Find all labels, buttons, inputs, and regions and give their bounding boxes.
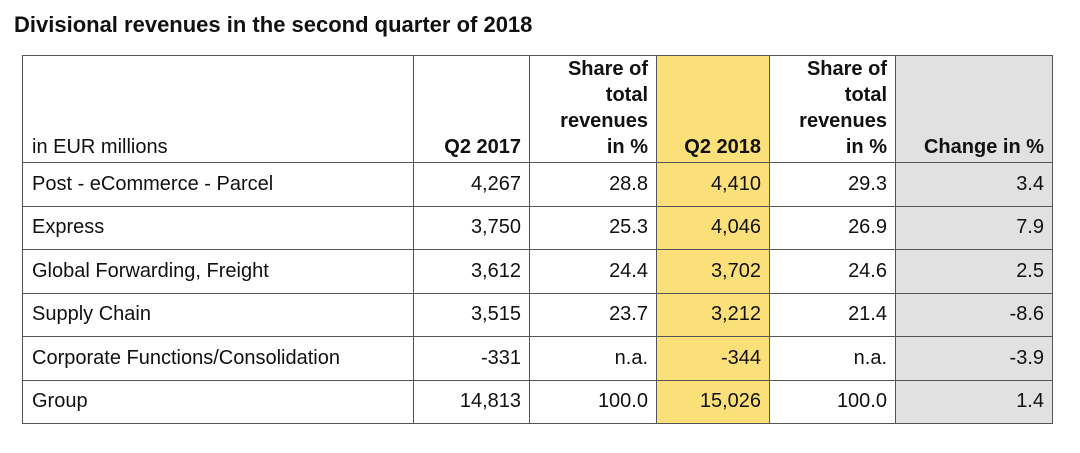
cell-share-2017: 23.7	[529, 292, 657, 337]
cell-share-2018: 21.4	[769, 292, 896, 337]
header-unit: in EUR millions	[22, 55, 414, 163]
cell-share-2018: 24.6	[769, 249, 896, 294]
cell-division-label: Global Forwarding, Freight	[22, 249, 414, 294]
cell-q2-2018: -344	[656, 336, 770, 381]
header-share-2017: Share of total revenues in %	[529, 55, 657, 163]
cell-q2-2017: 14,813	[413, 379, 530, 424]
cell-change: -3.9	[895, 336, 1053, 381]
cell-change: -8.6	[895, 292, 1053, 337]
cell-share-2017: 28.8	[529, 162, 657, 207]
cell-change: 7.9	[895, 205, 1053, 250]
table-title: Divisional revenues in the second quarte…	[14, 12, 533, 37]
cell-q2-2017: -331	[413, 336, 530, 381]
cell-division-label: Supply Chain	[22, 292, 414, 337]
table-row: Post - eCommerce - Parcel 4,267 28.8 4,410 2…	[22, 162, 1053, 207]
cell-division-label: Group	[22, 379, 414, 424]
divisional-revenues-table: in EUR millions Q2 2017 Share of total r…	[22, 55, 1053, 424]
cell-share-2017: n.a.	[529, 336, 657, 381]
cell-change: 2.5	[895, 249, 1053, 294]
cell-q2-2017: 3,612	[413, 249, 530, 294]
cell-q2-2018: 15,026	[656, 379, 770, 424]
cell-q2-2017: 3,750	[413, 205, 530, 250]
cell-share-2018: 100.0	[769, 379, 896, 424]
header-q2-2017: Q2 2017	[413, 55, 530, 163]
cell-change: 3.4	[895, 162, 1053, 207]
cell-share-2017: 24.4	[529, 249, 657, 294]
cell-share-2018: 26.9	[769, 205, 896, 250]
cell-q2-2017: 4,267	[413, 162, 530, 207]
cell-division-label: Corporate Functions/Consolidation	[22, 336, 414, 381]
cell-division-label: Post - eCommerce - Parcel	[22, 162, 414, 207]
table-row: Express 3,750 25.3 4,046 26.9 7.9	[22, 205, 1053, 250]
cell-change: 1.4	[895, 379, 1053, 424]
cell-share-2018: n.a.	[769, 336, 896, 381]
table-row: Global Forwarding, Freight 3,612 24.4 3,702…	[22, 249, 1053, 294]
table-row: Group 14,813 100.0 15,026 100.0 1.4	[22, 379, 1053, 424]
cell-q2-2018: 3,212	[656, 292, 770, 337]
cell-q2-2018: 4,046	[656, 205, 770, 250]
cell-q2-2018: 3,702	[656, 249, 770, 294]
header-share-2018: Share of total revenues in %	[769, 55, 896, 163]
cell-share-2017: 100.0	[529, 379, 657, 424]
cell-q2-2017: 3,515	[413, 292, 530, 337]
header-change: Change in %	[895, 55, 1053, 163]
header-q2-2018: Q2 2018	[656, 55, 770, 163]
cell-share-2017: 25.3	[529, 205, 657, 250]
table-row: Corporate Functions/Consolidation -331 n.a…	[22, 336, 1053, 381]
cell-share-2018: 29.3	[769, 162, 896, 207]
cell-q2-2018: 4,410	[656, 162, 770, 207]
header-row: in EUR millions Q2 2017 Share of total r…	[22, 55, 1053, 163]
table-row: Supply Chain 3,515 23.7 3,212 21.4 -8.6	[22, 292, 1053, 337]
cell-division-label: Express	[22, 205, 414, 250]
